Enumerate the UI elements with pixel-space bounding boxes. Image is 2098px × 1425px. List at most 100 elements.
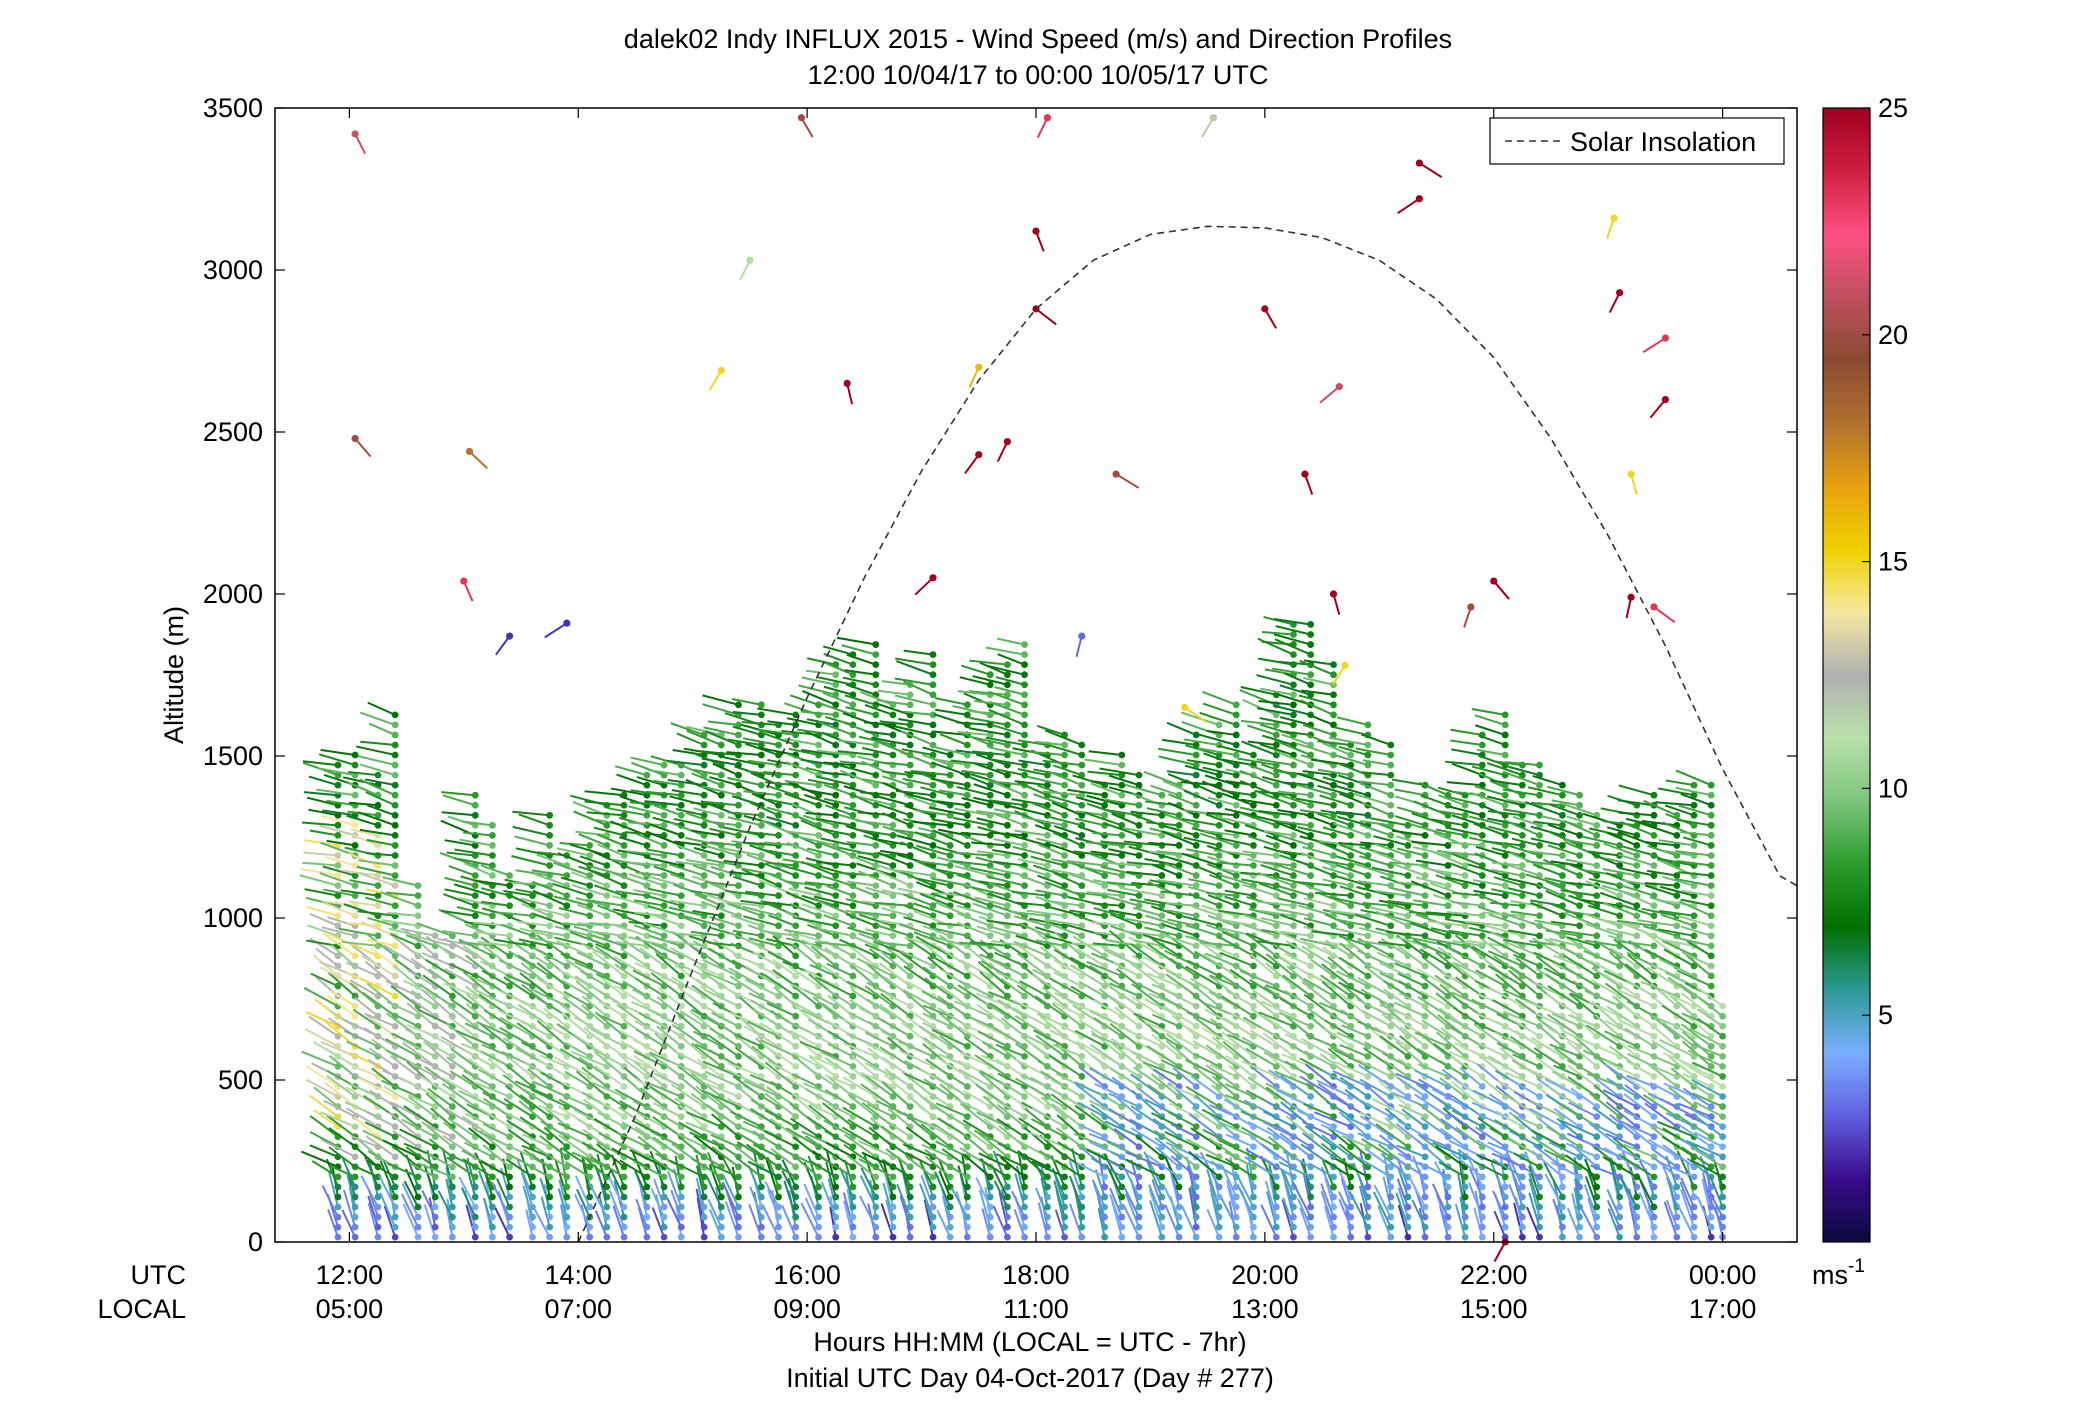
wind-barb-dot bbox=[1215, 821, 1223, 829]
wind-barb-dot bbox=[563, 1113, 571, 1121]
wind-barb bbox=[515, 847, 550, 857]
wind-barb bbox=[423, 1204, 437, 1238]
wind-barb bbox=[317, 767, 356, 777]
wind-barb bbox=[519, 927, 550, 937]
wind-barb bbox=[361, 954, 396, 977]
wind-barb-dot bbox=[1078, 1233, 1086, 1241]
wind-barb-dot bbox=[677, 1213, 685, 1221]
wind-barb-dot bbox=[1272, 781, 1280, 789]
wind-barb bbox=[634, 977, 665, 997]
wind-barb bbox=[579, 855, 608, 867]
wind-barb-dot bbox=[1250, 1193, 1257, 1201]
wind-barb-dot bbox=[929, 1183, 937, 1191]
wind-barb-dot bbox=[1061, 1193, 1069, 1201]
wind-barb bbox=[358, 872, 396, 887]
wind-barb-dot bbox=[563, 1032, 571, 1040]
wind-barb bbox=[303, 987, 339, 1008]
wind-barb bbox=[504, 1084, 534, 1108]
wind-barb bbox=[558, 969, 591, 987]
wind-barb-dot bbox=[906, 811, 914, 819]
wind-barb-dot bbox=[906, 741, 914, 749]
wind-barb-dot bbox=[1078, 932, 1086, 940]
wind-barb-dot bbox=[1044, 1203, 1051, 1211]
wind-barb-dot bbox=[1158, 932, 1166, 940]
wind-barb-dot bbox=[448, 1032, 456, 1040]
wind-barb-dot bbox=[414, 1193, 422, 1201]
wind-barb-dot bbox=[546, 1183, 554, 1191]
wind-barb-dot bbox=[391, 1223, 399, 1231]
wind-barb bbox=[463, 862, 493, 877]
wind-barb-dot bbox=[872, 1223, 880, 1231]
wind-barb-dot bbox=[849, 1073, 857, 1080]
wind-barb-dot bbox=[1061, 1203, 1069, 1211]
wind-barb-dot bbox=[1061, 741, 1069, 749]
wind-barb bbox=[477, 1068, 511, 1088]
wind-barb-dot bbox=[906, 1163, 914, 1171]
wind-barb-dot bbox=[620, 1022, 628, 1030]
wind-barb bbox=[553, 895, 590, 907]
wind-barb bbox=[577, 922, 607, 927]
wind-barb bbox=[693, 1134, 722, 1158]
wind-barb bbox=[542, 1020, 568, 1038]
wind-barb-dot bbox=[620, 1213, 628, 1221]
wind-barb-dot bbox=[832, 852, 840, 859]
wind-barb bbox=[473, 1081, 510, 1098]
wind-barb-dot bbox=[563, 902, 571, 910]
wind-barb bbox=[520, 1041, 551, 1058]
wind-barb bbox=[442, 982, 476, 998]
wind-barb-dot bbox=[849, 1163, 857, 1171]
wind-barb-dot bbox=[620, 1163, 628, 1171]
wind-barb bbox=[428, 1020, 453, 1038]
wind-barb bbox=[357, 755, 396, 767]
wind-barb-dot bbox=[929, 1193, 937, 1201]
wind-barb bbox=[616, 935, 648, 957]
wind-barb bbox=[416, 922, 453, 937]
wind-barb-dot bbox=[1021, 751, 1028, 759]
wind-barb-dot bbox=[374, 902, 382, 910]
wind-barb-dot bbox=[735, 1193, 742, 1201]
wind-barb bbox=[403, 1180, 419, 1208]
wind-barb bbox=[359, 763, 396, 777]
wind-barb bbox=[487, 1057, 511, 1078]
wind-barb-dot bbox=[832, 811, 840, 819]
wind-barb-dot bbox=[546, 1193, 554, 1201]
wind-barb-dot bbox=[1192, 1173, 1200, 1181]
wind-barb bbox=[389, 933, 419, 947]
wind-barb bbox=[619, 1100, 648, 1118]
wind-barb-dot bbox=[334, 1203, 342, 1211]
wind-barb bbox=[366, 852, 396, 857]
wind-barb bbox=[401, 1183, 419, 1218]
wind-barb bbox=[382, 1139, 419, 1158]
wind-barb bbox=[349, 801, 379, 807]
wind-barb bbox=[596, 1013, 625, 1028]
wind-barb-dot bbox=[1192, 872, 1200, 879]
wind-barb-dot bbox=[563, 912, 571, 920]
wind-barb bbox=[446, 1022, 476, 1048]
wind-barb bbox=[505, 973, 533, 987]
wind-barb-dot bbox=[963, 791, 971, 799]
wind-barb bbox=[399, 1128, 436, 1148]
wind-barb bbox=[524, 1089, 551, 1108]
wind-barb-dot bbox=[1118, 1193, 1126, 1201]
wind-barb bbox=[533, 1145, 568, 1168]
wind-barb-dot bbox=[448, 1183, 456, 1191]
wind-barb-dot bbox=[546, 811, 554, 819]
wind-barb-dot bbox=[391, 1133, 399, 1141]
wind-barb bbox=[350, 828, 379, 837]
wind-barb-dot bbox=[546, 1223, 554, 1231]
wind-barb bbox=[365, 896, 396, 907]
wind-barb-dot bbox=[563, 1022, 571, 1030]
wind-barb bbox=[671, 1023, 705, 1048]
wind-barb-dot bbox=[1232, 1223, 1240, 1231]
wind-barb bbox=[536, 1020, 568, 1048]
wind-barb bbox=[520, 897, 550, 907]
wind-barb-dot bbox=[929, 661, 937, 669]
wind-barb bbox=[499, 1016, 533, 1038]
wind-barb bbox=[557, 1122, 591, 1138]
wind-barb-dot bbox=[832, 671, 840, 679]
wind-barb-dot bbox=[563, 1143, 571, 1151]
wind-barb-dot bbox=[1135, 771, 1143, 779]
wind-barb-dot bbox=[717, 781, 725, 789]
wind-barb-dot bbox=[391, 811, 399, 819]
wind-barb-dot bbox=[1003, 932, 1011, 940]
